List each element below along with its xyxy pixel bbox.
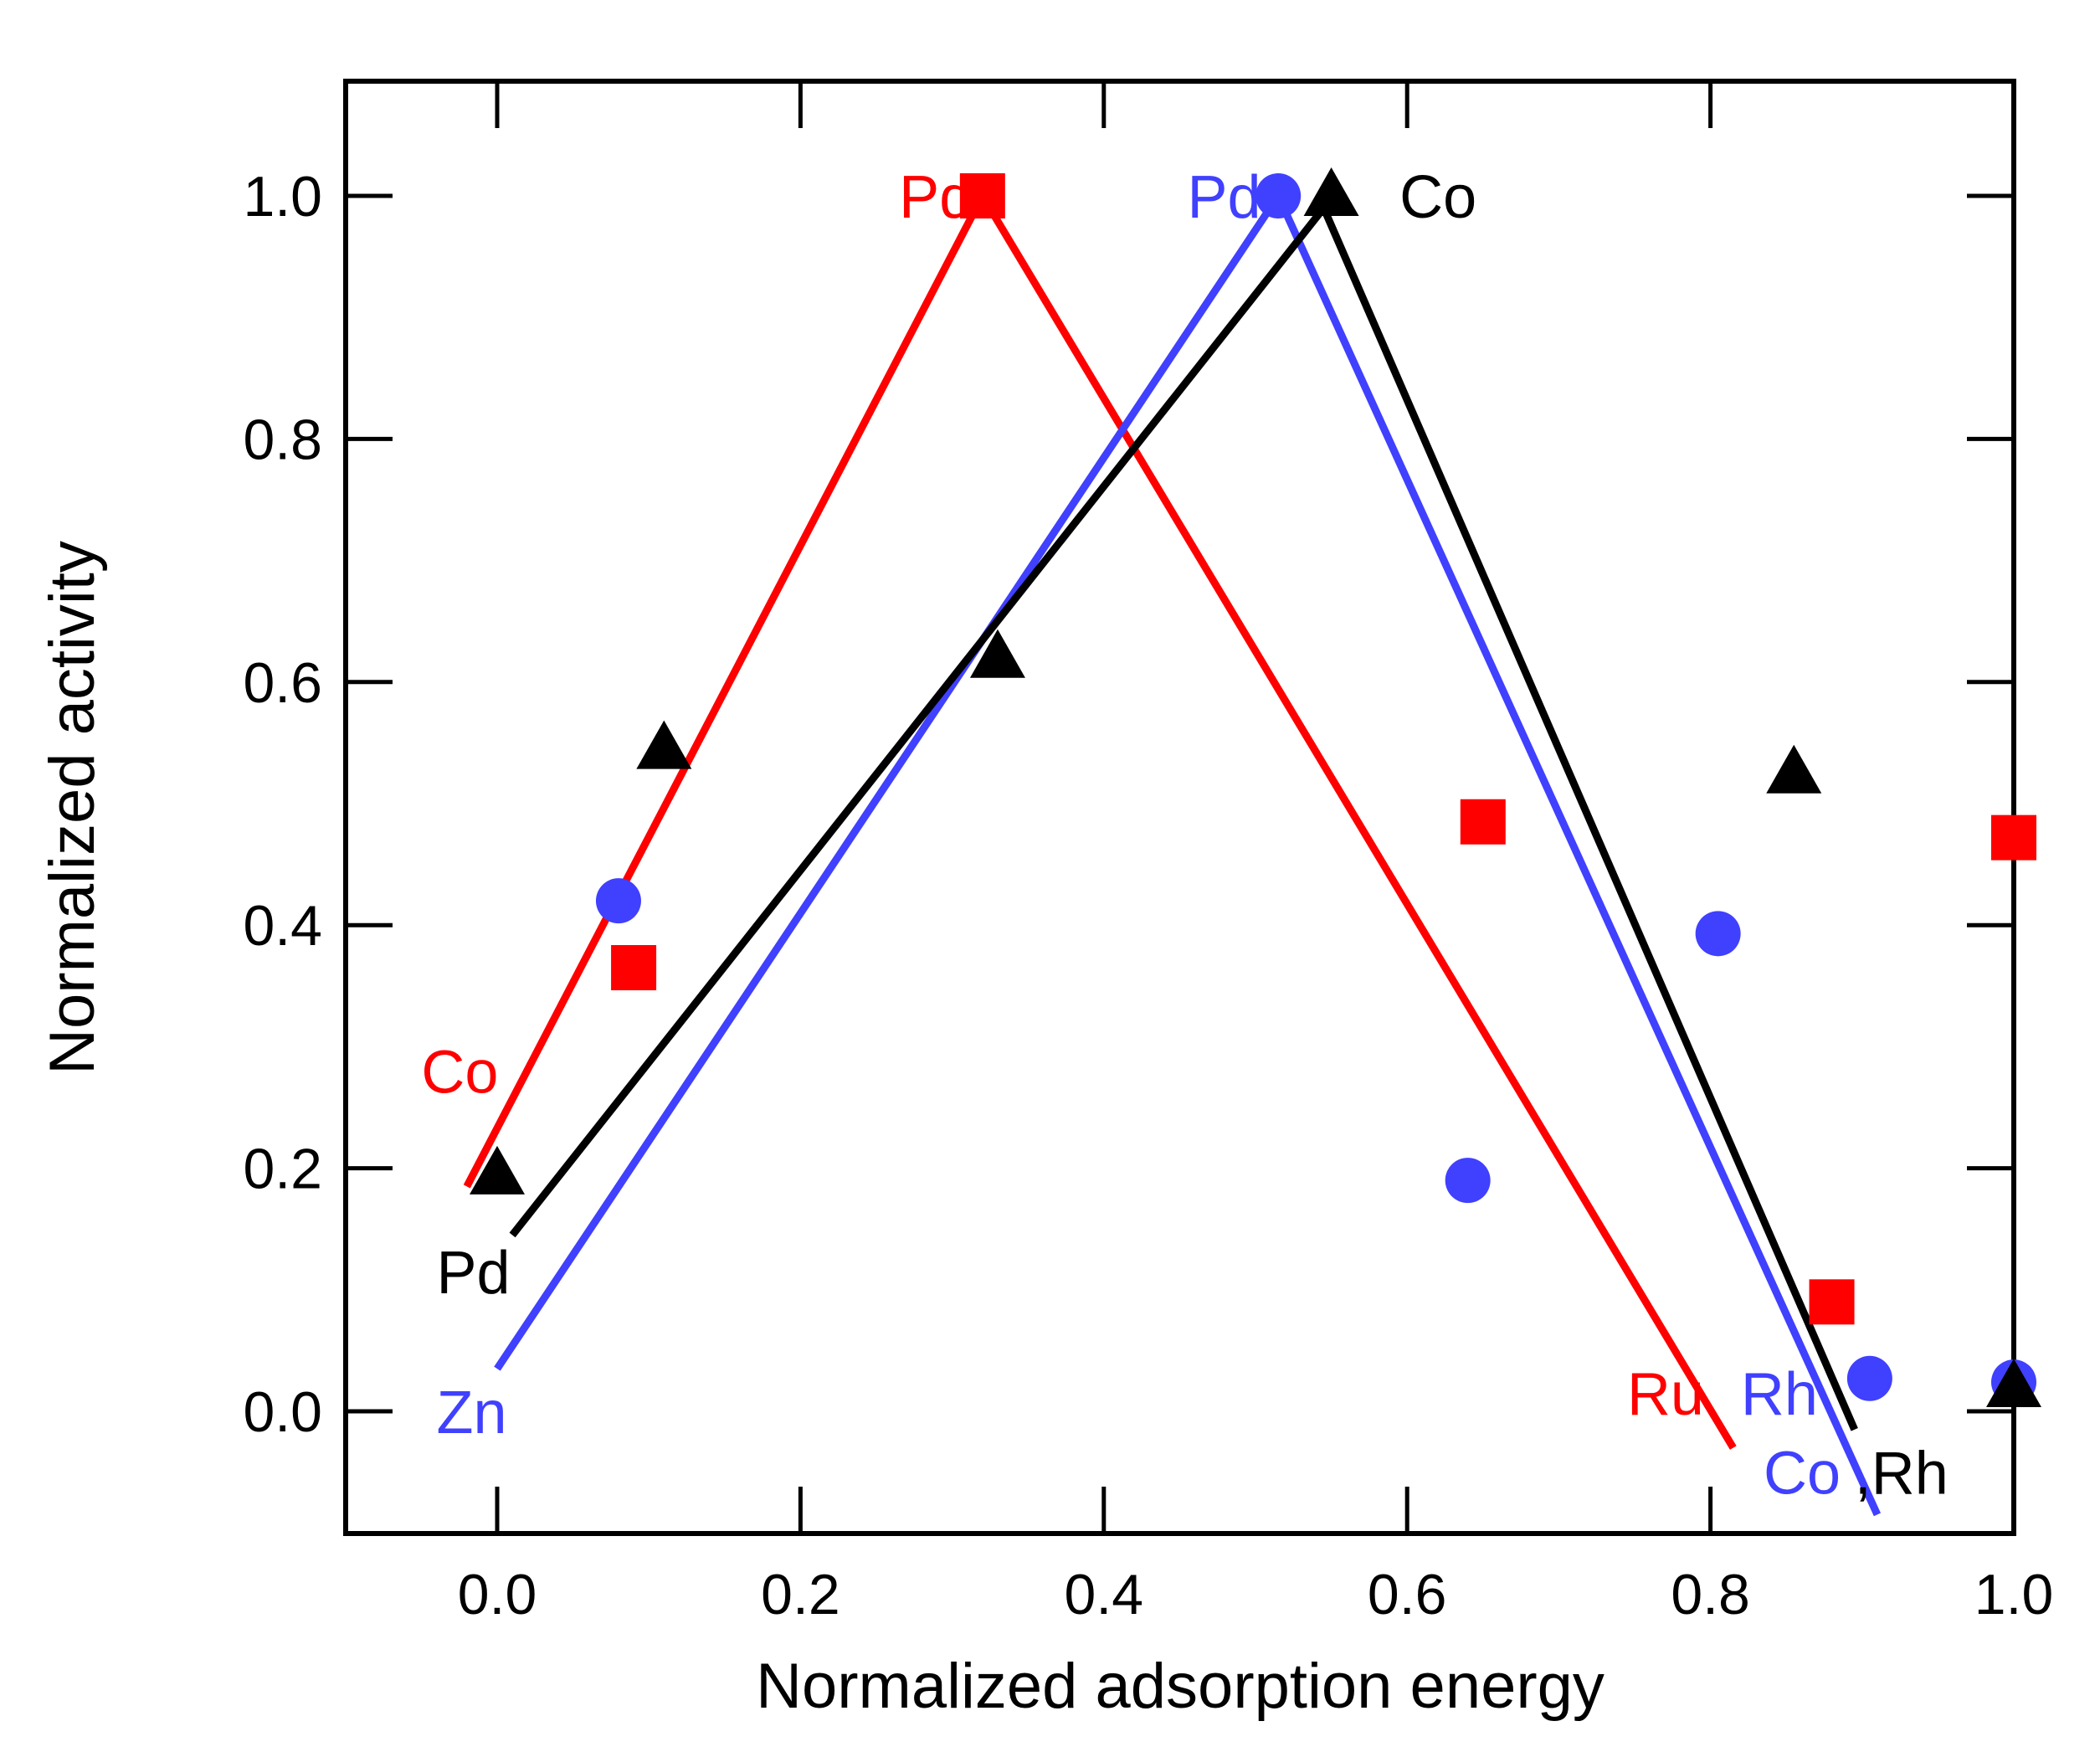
circle-marker: [595, 878, 641, 924]
annotation-label: Co: [421, 1039, 498, 1106]
annotation-label: Rh: [1741, 1361, 1818, 1428]
x-tick-label: 0.4: [1065, 1563, 1144, 1626]
x-axis-title: Normalized adsorption energy: [756, 1651, 1605, 1722]
y-tick-label: 0.4: [243, 894, 322, 958]
blue-circles-fit-line: [494, 188, 1882, 1517]
annotation-label: Pd: [1187, 164, 1261, 231]
annotation-label: Co: [1399, 164, 1476, 231]
square-marker: [959, 173, 1005, 218]
y-tick-label: 0.8: [243, 408, 322, 471]
annotation-label: Zn: [437, 1380, 507, 1446]
square-marker: [1809, 1279, 1855, 1325]
annotation-label: Ru: [1627, 1361, 1704, 1428]
triangle-marker: [1766, 744, 1822, 794]
y-tick-label: 0.0: [243, 1380, 322, 1444]
y-tick-label: 0.2: [243, 1138, 322, 1201]
triangle-marker: [1986, 1358, 2041, 1407]
annotation-label: Pd: [899, 164, 973, 231]
square-marker: [611, 945, 657, 991]
plot-frame: [343, 79, 2016, 1536]
annotation-label: Pd: [437, 1240, 511, 1307]
y-tick-label: 1.0: [243, 165, 322, 229]
circle-marker: [1255, 173, 1302, 218]
triangle-marker: [470, 1145, 525, 1195]
x-tick-label: 0.0: [458, 1563, 537, 1626]
triangle-marker: [636, 720, 692, 769]
x-tick-label: 1.0: [1974, 1563, 2054, 1626]
x-tick-label: 0.8: [1671, 1563, 1750, 1626]
x-tick-label: 0.2: [761, 1563, 840, 1626]
red-squares-fit-line: [463, 188, 1737, 1450]
y-tick-label: 0.6: [243, 651, 322, 715]
triangle-marker: [969, 629, 1025, 678]
circle-marker: [1846, 1355, 1892, 1401]
circle-marker: [1695, 911, 1741, 957]
x-tick-label: 0.6: [1368, 1563, 1447, 1626]
black-triangles-fit-line: [509, 200, 1858, 1431]
y-axis-title: Normalized activity: [37, 541, 108, 1075]
fit-lines: [463, 188, 1882, 1517]
square-marker: [1460, 799, 1506, 845]
square-marker: [1991, 814, 2036, 861]
circle-marker: [1445, 1158, 1491, 1204]
axis-ticks: 0.0 0.2 0.4 0.6 0.8 1.0 0.0 0.2 0.4 0.6 0.8 1.0: [243, 81, 2053, 1626]
annotation-label: Co: [1764, 1441, 1841, 1508]
annotations: Pd Co Ru Pd Zn Rh Co Co Pd ,Rh: [421, 164, 1948, 1508]
data-markers: [470, 167, 2041, 1407]
triangle-marker: [1303, 167, 1359, 216]
annotation-label: ,Rh: [1855, 1441, 1949, 1508]
